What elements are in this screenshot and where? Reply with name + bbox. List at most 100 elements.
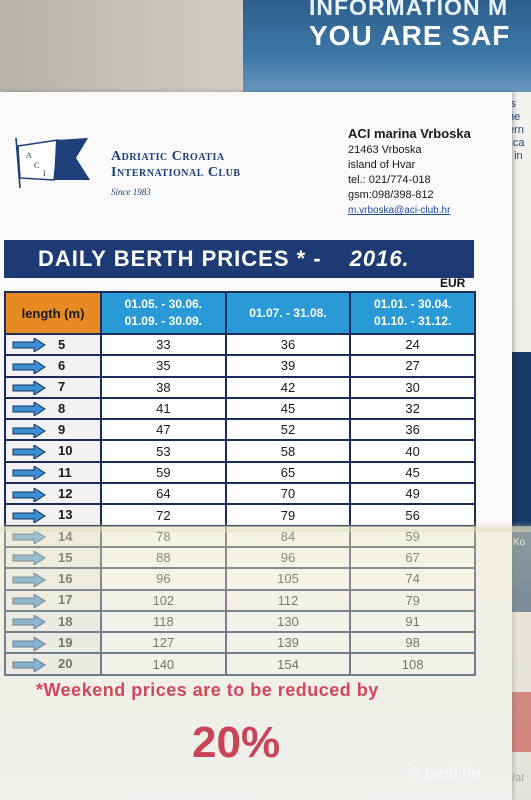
- arrow-right-icon: [12, 657, 46, 672]
- table-row: 19 127 139 98: [4, 631, 476, 655]
- price-cell-season-3: 98: [349, 631, 476, 655]
- price-cell-season-3: 40: [349, 439, 476, 463]
- length-value: 16: [58, 571, 73, 587]
- prices-banner: DAILY BERTH PRICES * - 2016.: [4, 240, 474, 278]
- price-cell-season-2: 70: [224, 482, 352, 506]
- price-cell-season-1: 127: [100, 631, 227, 655]
- address-island: island of Hvar: [348, 159, 416, 171]
- season-1-range-b: 01.09. - 30.09.: [124, 314, 203, 328]
- currency-label: EUR: [440, 276, 466, 290]
- price-cell-season-3: 36: [349, 418, 476, 442]
- price-cell-season-1: 53: [100, 439, 227, 463]
- table-row: 11 59 65 45: [4, 460, 476, 485]
- arrow-right-icon: [12, 508, 46, 523]
- price-cell-season-1: 38: [100, 375, 227, 399]
- arrow-right-icon: [12, 593, 46, 608]
- length-value: 14: [58, 528, 73, 544]
- length-value: 17: [58, 592, 73, 608]
- price-cell-season-3: 24: [349, 332, 476, 357]
- table-row: 18 118 130 91: [4, 609, 476, 634]
- side-poster-blue-panel: Ko: [511, 352, 531, 612]
- price-cell-season-2: 112: [224, 588, 352, 612]
- table-row: 12 64 70 49: [4, 482, 476, 506]
- arrow-right-icon: [12, 402, 46, 417]
- price-cell-season-2: 45: [224, 396, 352, 421]
- price-cell-season-3: 45: [349, 460, 476, 485]
- length-cell: 12: [4, 482, 102, 506]
- photo-watermark: © tami.he: [408, 764, 481, 783]
- header-season-3: 01.01. - 30.04. 01.10. - 31.12.: [349, 291, 476, 335]
- marina-name: ACI marina Vrboska: [348, 126, 471, 141]
- banner-title: DAILY BERTH PRICES * -: [38, 246, 322, 271]
- price-cell-season-2: 96: [224, 545, 352, 570]
- poster-heading-line2: YOU ARE SAF: [309, 20, 511, 51]
- arrow-right-icon: [12, 359, 46, 374]
- club-name-line1: Adriatic Croatia: [111, 149, 225, 164]
- aci-flag-logo-icon: A C I: [15, 137, 90, 189]
- address-tel: tel.: 021/774-018: [348, 174, 431, 186]
- table-row: 20 140 154 108: [4, 652, 476, 676]
- length-value: 19: [58, 635, 73, 651]
- marina-address: ACI marina Vrboska 21463 Vrboska island …: [348, 125, 471, 218]
- table-row: 7 38 42 30: [4, 375, 476, 399]
- arrow-right-icon: [12, 444, 46, 459]
- price-cell-season-2: 65: [224, 460, 352, 485]
- side-poster-red-panel: [511, 692, 531, 752]
- price-cell-season-1: 33: [100, 332, 227, 357]
- price-cell-season-3: 27: [349, 354, 476, 378]
- table-row: 13 72 79 56: [4, 503, 476, 527]
- price-cell-season-2: 139: [224, 631, 352, 655]
- season-2-range-a: 01.07. - 31.08.: [249, 305, 327, 320]
- background-poster: INFORMATION M YOU ARE SAF: [243, 0, 531, 92]
- price-cell-season-1: 96: [100, 567, 227, 591]
- length-cell: 19: [4, 631, 102, 655]
- side-poster-ghost-text: Ko: [513, 537, 526, 548]
- arrow-right-icon: [12, 423, 46, 438]
- table-row: 16 96 105 74: [4, 567, 476, 591]
- svg-text:C: C: [34, 161, 39, 170]
- price-cell-season-1: 88: [100, 545, 227, 570]
- price-cell-season-3: 74: [349, 567, 476, 591]
- header-season-1: 01.05. - 30.06. 01.09. - 30.09.: [100, 291, 227, 335]
- weekend-note: *Weekend prices are to be reduced by: [36, 680, 379, 700]
- club-name: Adriatic Croatia International Club: [111, 149, 241, 181]
- price-cell-season-1: 35: [100, 354, 227, 378]
- length-cell: 9: [4, 418, 102, 442]
- price-cell-season-1: 64: [100, 482, 227, 506]
- length-value: 11: [58, 464, 72, 480]
- length-value: 13: [58, 507, 73, 523]
- price-cell-season-3: 30: [349, 375, 476, 399]
- price-cell-season-3: 59: [349, 524, 476, 548]
- arrow-right-icon: [12, 551, 46, 566]
- price-cell-season-1: 72: [100, 503, 227, 527]
- arrow-right-icon: [12, 572, 46, 587]
- length-cell: 8: [4, 396, 102, 421]
- address-email-link[interactable]: m.vrboska@aci-club.hr: [348, 205, 451, 216]
- length-value: 20: [58, 656, 73, 672]
- price-cell-season-3: 67: [349, 545, 476, 570]
- length-cell: 5: [4, 332, 102, 357]
- length-cell: 6: [4, 354, 102, 378]
- price-cell-season-2: 58: [224, 439, 352, 463]
- price-cell-season-3: 91: [349, 609, 476, 634]
- length-value: 7: [58, 379, 66, 395]
- table-row: 5 33 36 24: [4, 332, 476, 357]
- weekend-discount: 20%: [192, 718, 281, 767]
- price-cell-season-3: 108: [349, 652, 476, 676]
- length-cell: 18: [4, 609, 102, 634]
- svg-text:A: A: [26, 151, 32, 160]
- length-value: 12: [58, 485, 73, 501]
- arrow-right-icon: [12, 381, 46, 396]
- price-cell-season-2: 52: [224, 418, 352, 442]
- price-cell-season-2: 42: [224, 375, 352, 399]
- season-3-range-a: 01.01. - 30.04.: [373, 297, 452, 311]
- season-3-range-b: 01.10. - 31.12.: [373, 314, 452, 328]
- side-poster-bottom-text: /at: [512, 772, 525, 784]
- header-length: length (m): [4, 291, 102, 335]
- table-row: 9 47 52 36: [4, 418, 476, 442]
- price-cell-season-2: 130: [224, 609, 352, 634]
- table-row: 15 88 96 67: [4, 545, 476, 570]
- length-cell: 15: [4, 545, 102, 570]
- address-postcode: 21463 Vrboska: [348, 144, 422, 156]
- length-value: 9: [58, 422, 66, 438]
